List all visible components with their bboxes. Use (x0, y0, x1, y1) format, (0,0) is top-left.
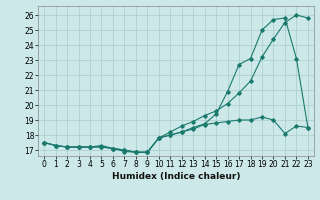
X-axis label: Humidex (Indice chaleur): Humidex (Indice chaleur) (112, 172, 240, 181)
